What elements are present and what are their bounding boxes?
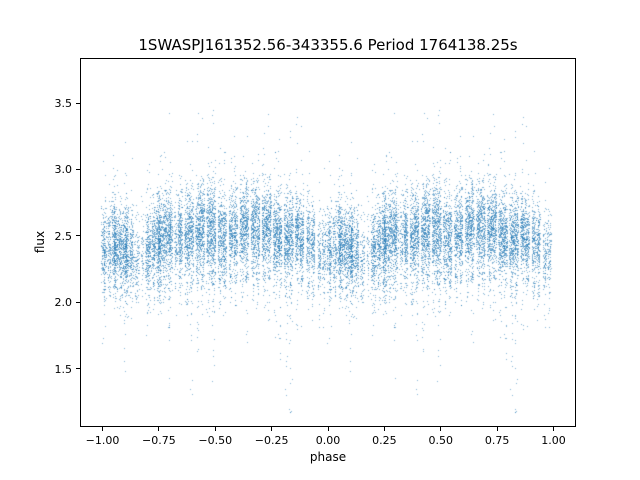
x-tick-label: 0.00 <box>315 434 341 447</box>
y-tick-mark <box>76 168 80 170</box>
x-tick-mark <box>102 427 104 431</box>
x-tick-mark <box>214 427 216 431</box>
y-tick-label: 3.0 <box>54 163 73 177</box>
y-tick-label: 2.5 <box>54 229 73 243</box>
x-tick-mark <box>496 427 498 431</box>
x-tick-mark <box>383 427 385 431</box>
y-axis-label: flux <box>33 230 47 254</box>
y-tick-mark <box>76 368 80 370</box>
x-tick-label: −0.50 <box>198 434 233 447</box>
y-tick-label: 2.0 <box>54 296 73 310</box>
plot-frame <box>80 58 576 427</box>
x-tick-mark <box>271 427 273 431</box>
y-tick-label: 1.5 <box>54 362 73 376</box>
x-axis-label: phase <box>309 450 347 464</box>
x-tick-label: −1.00 <box>85 434 120 447</box>
x-tick-label: 1.00 <box>541 434 566 447</box>
x-tick-label: −0.75 <box>142 434 176 447</box>
y-tick-label: 3.5 <box>54 97 73 111</box>
x-tick-label: 0.25 <box>372 434 397 447</box>
x-tick-label: 0.75 <box>484 434 510 447</box>
x-tick-label: −0.25 <box>254 434 289 447</box>
x-tick-mark <box>327 427 329 431</box>
x-tick-mark <box>440 427 442 431</box>
y-tick-mark <box>76 301 80 303</box>
y-tick-mark <box>76 102 80 104</box>
x-tick-mark <box>552 427 554 431</box>
y-tick-mark <box>76 235 80 237</box>
x-tick-label: 0.50 <box>428 434 453 447</box>
chart-title: 1SWASPJ161352.56-343355.6 Period 1764138… <box>138 36 518 54</box>
x-tick-mark <box>158 427 160 431</box>
